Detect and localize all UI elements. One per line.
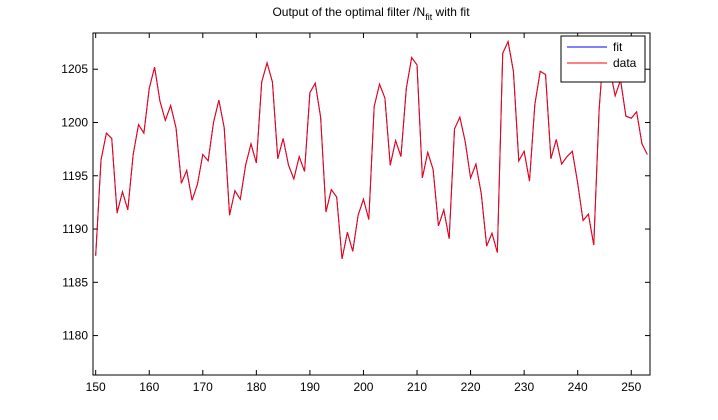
- x-tick-label: 210: [407, 380, 427, 394]
- y-tick-label: 1180: [62, 329, 88, 343]
- y-tick-label: 1185: [62, 275, 88, 289]
- title-text: Output of the optimal filter /N: [272, 5, 425, 19]
- y-tick-label: 1200: [61, 115, 88, 129]
- x-tick-label: 220: [461, 380, 481, 394]
- y-tick-label: 1195: [62, 169, 88, 183]
- x-tick-label: 170: [193, 380, 213, 394]
- x-tick-label: 230: [514, 380, 534, 394]
- x-tick-label: 160: [139, 380, 159, 394]
- x-tick-label: 250: [621, 380, 641, 394]
- chart-title: Output of the optimal filter /Nfit with …: [272, 5, 470, 22]
- y-tick-label: 1190: [62, 222, 88, 236]
- title-text: with fit: [432, 5, 470, 19]
- title-subscript: fit: [425, 12, 433, 22]
- x-tick-label: 180: [246, 380, 266, 394]
- legend-box: [560, 35, 646, 83]
- legend-label: data: [613, 56, 637, 70]
- x-tick-label: 240: [568, 380, 588, 394]
- x-tick-label: 200: [353, 380, 373, 394]
- plot-area: [93, 33, 650, 375]
- axes-box: [92, 32, 651, 376]
- legend-label: fit: [613, 40, 623, 54]
- x-tick-label: 150: [86, 380, 106, 394]
- y-tick-label: 1205: [61, 62, 88, 76]
- line-series: [95, 37, 648, 259]
- x-tick-label: 190: [300, 380, 320, 394]
